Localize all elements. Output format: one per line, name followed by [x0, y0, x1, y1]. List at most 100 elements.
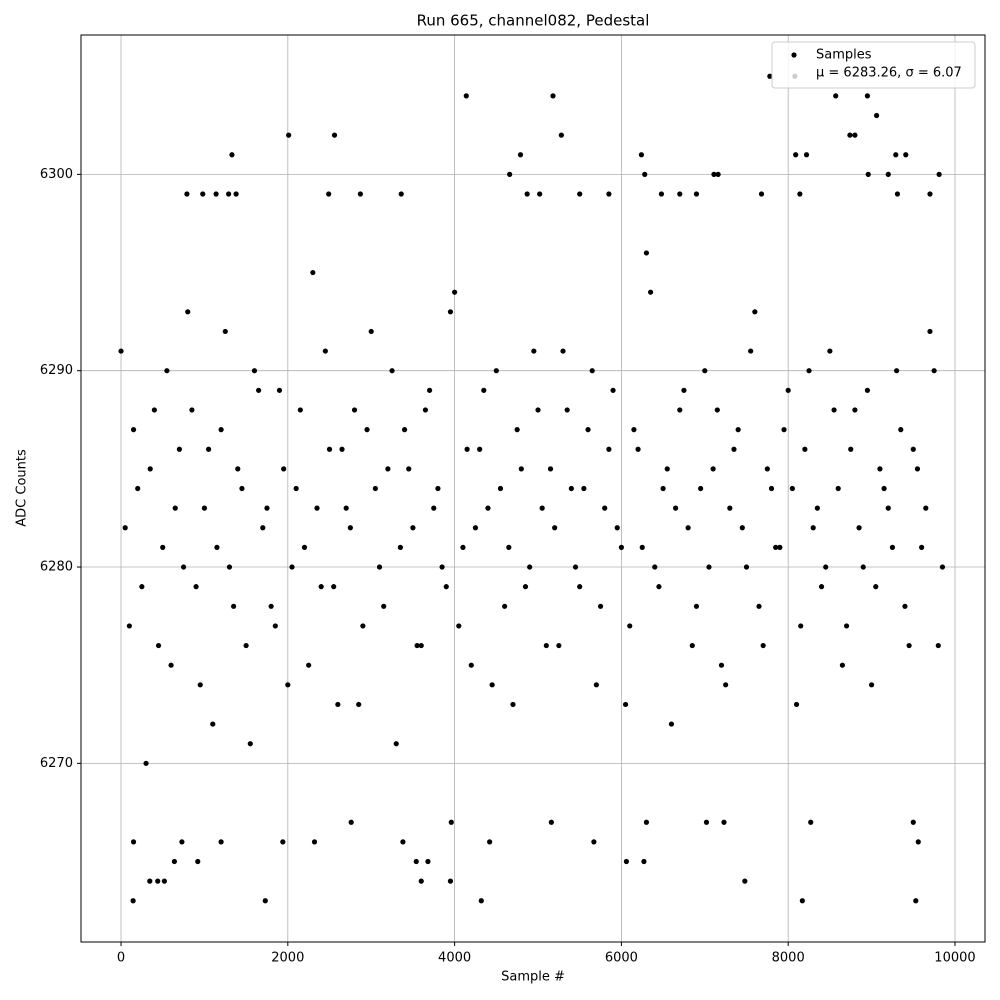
data-point — [425, 858, 431, 865]
data-point — [864, 93, 871, 99]
data-point — [222, 328, 228, 335]
data-point — [681, 387, 687, 393]
data-point — [647, 289, 654, 295]
data-point — [226, 191, 232, 197]
data-point — [543, 642, 549, 649]
data-point — [677, 407, 683, 413]
y-tick-label: 6300 — [40, 167, 73, 182]
data-point — [748, 348, 754, 354]
chart-title: Run 665, channel082, Pedestal — [417, 12, 650, 30]
data-point — [314, 505, 320, 511]
data-point — [339, 446, 345, 452]
data-point — [606, 191, 612, 197]
data-point — [463, 93, 469, 99]
data-point — [130, 898, 136, 904]
data-point — [723, 682, 729, 688]
data-point — [364, 427, 370, 433]
data-point — [410, 525, 416, 531]
data-point — [564, 407, 570, 413]
data-point — [856, 525, 862, 531]
data-point — [171, 858, 178, 865]
plot-frame — [80, 34, 986, 943]
data-point — [658, 191, 665, 197]
data-point — [306, 662, 312, 668]
data-point — [894, 368, 900, 374]
data-point — [919, 544, 925, 550]
data-point — [218, 839, 224, 845]
data-point — [936, 171, 942, 177]
data-point — [376, 564, 383, 570]
data-point — [742, 878, 748, 884]
data-point — [239, 485, 245, 492]
data-point — [631, 427, 637, 433]
data-point — [547, 466, 554, 472]
data-point — [326, 191, 332, 197]
data-point — [243, 642, 249, 649]
legend-label: Samples — [816, 48, 872, 63]
data-point — [739, 525, 745, 531]
data-point — [808, 819, 814, 825]
data-point — [585, 427, 591, 433]
x-tick-label: 6000 — [605, 951, 638, 966]
data-point — [122, 525, 128, 531]
data-point — [643, 819, 650, 825]
data-point — [281, 466, 287, 472]
data-point — [184, 191, 190, 197]
data-point — [406, 466, 412, 472]
data-point — [652, 564, 658, 570]
data-point — [311, 839, 318, 845]
x-tick-label: 2000 — [271, 951, 304, 966]
data-point — [510, 701, 516, 708]
data-point — [799, 898, 805, 904]
data-point — [179, 839, 185, 845]
data-point — [823, 564, 829, 570]
data-point — [885, 171, 891, 177]
data-point — [572, 564, 579, 570]
data-point — [931, 368, 937, 374]
data-point — [524, 191, 530, 197]
x-tick-label: 4000 — [438, 951, 471, 966]
data-point — [168, 662, 174, 668]
data-point — [814, 505, 820, 511]
data-point — [235, 466, 241, 472]
data-point — [618, 544, 624, 550]
data-point — [873, 112, 880, 119]
data-point — [452, 289, 458, 295]
data-point — [798, 623, 804, 629]
data-point — [864, 387, 871, 393]
data-point — [833, 93, 839, 99]
data-point — [568, 485, 574, 492]
data-point — [548, 819, 554, 825]
data-point — [247, 741, 253, 747]
data-point — [343, 505, 349, 511]
data-point — [231, 603, 237, 609]
data-point — [660, 485, 666, 492]
data-point — [322, 348, 328, 354]
data-point — [668, 721, 675, 727]
data-point — [764, 466, 770, 472]
data-point — [401, 427, 408, 433]
data-point — [818, 584, 825, 590]
data-point — [478, 898, 484, 904]
data-point — [439, 564, 445, 570]
data-point — [721, 819, 727, 825]
data-point — [614, 525, 620, 531]
data-point — [293, 485, 299, 492]
data-point — [256, 387, 262, 393]
data-point — [262, 898, 268, 904]
data-point — [347, 525, 353, 531]
data-point — [522, 584, 529, 590]
data-point — [272, 623, 278, 629]
data-point — [297, 407, 303, 413]
data-point — [260, 525, 266, 531]
data-point — [331, 584, 337, 590]
data-point — [627, 623, 633, 629]
data-point — [643, 250, 650, 256]
data-point — [602, 505, 608, 511]
data-point — [860, 564, 866, 570]
data-point — [906, 642, 912, 649]
data-point — [927, 328, 933, 335]
data-point — [865, 171, 871, 177]
data-point — [793, 152, 799, 158]
data-point — [527, 564, 533, 570]
